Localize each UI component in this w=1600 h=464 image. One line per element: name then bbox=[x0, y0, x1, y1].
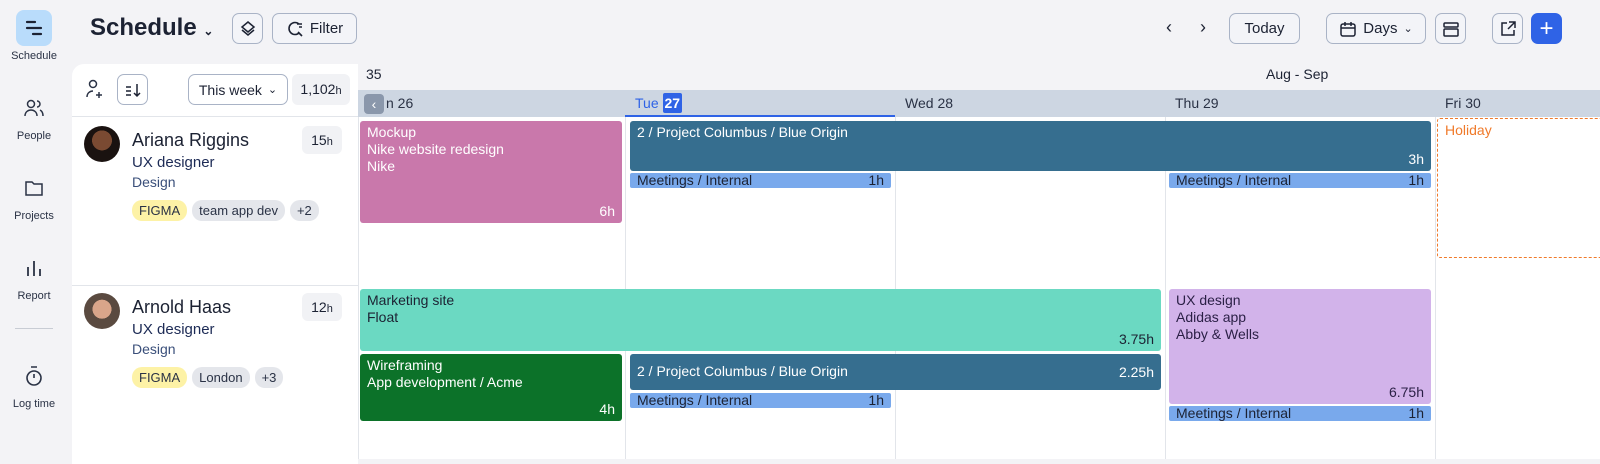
day-thu: Thu 29 bbox=[1175, 95, 1219, 111]
more-tags[interactable]: +3 bbox=[254, 367, 284, 388]
chevron-down-icon: ⌄ bbox=[267, 84, 278, 96]
nav-report[interactable]: Report bbox=[0, 250, 68, 302]
filter-button[interactable]: Filter bbox=[272, 13, 357, 44]
sort-button[interactable] bbox=[117, 74, 148, 105]
layers-icon bbox=[240, 20, 255, 36]
rows-icon bbox=[1442, 21, 1459, 37]
meeting-event[interactable]: Meetings / Internal 1h bbox=[1169, 173, 1431, 188]
day-header: ‹ n 26 Tue 27 Wed 28 Thu 29 Fri 30 bbox=[358, 90, 1600, 117]
day-fri: Fri 30 bbox=[1445, 95, 1481, 111]
nav-label: Projects bbox=[14, 210, 54, 222]
event-card[interactable]: Mockup Nike website redesign Nike 6h bbox=[360, 121, 622, 223]
event-card[interactable]: 2 / Project Columbus / Blue Origin 3h bbox=[630, 121, 1431, 171]
holiday-event[interactable]: Holiday bbox=[1437, 118, 1600, 258]
view-select[interactable]: Days ⌄ bbox=[1326, 13, 1426, 44]
add-person-button[interactable] bbox=[84, 78, 106, 105]
sort-icon bbox=[125, 83, 141, 97]
prev-button[interactable]: ‹ bbox=[1166, 17, 1172, 37]
person-name: Arnold Haas bbox=[132, 297, 232, 317]
month-label: Aug - Sep bbox=[1266, 66, 1329, 82]
more-tags[interactable]: +2 bbox=[289, 200, 319, 221]
chevron-down-icon: ⌄ bbox=[1403, 23, 1413, 35]
avatar bbox=[84, 293, 120, 329]
person-role: UX designer bbox=[132, 154, 215, 171]
range-select[interactable]: This week ⌄ bbox=[188, 74, 288, 105]
calendar-icon bbox=[1340, 21, 1357, 37]
nav-schedule[interactable]: Schedule bbox=[0, 10, 68, 62]
event-card[interactable]: UX design Adidas app Abby & Wells 6.75h bbox=[1169, 289, 1431, 404]
event-card[interactable]: Wireframing App development / Acme 4h bbox=[360, 354, 622, 421]
meeting-event[interactable]: Meetings / Internal 1h bbox=[630, 173, 891, 188]
tag[interactable]: FIGMA bbox=[132, 367, 188, 388]
external-link-icon bbox=[1500, 20, 1516, 36]
avatar bbox=[84, 126, 120, 162]
day-mon: ‹ n 26 bbox=[358, 90, 413, 117]
layers-button[interactable] bbox=[232, 13, 263, 44]
page-title[interactable]: Schedule ⌄ bbox=[90, 14, 213, 42]
meeting-event[interactable]: Meetings / Internal 1h bbox=[1169, 406, 1431, 421]
person-role: UX designer bbox=[132, 321, 215, 338]
plus-icon: + bbox=[1539, 14, 1554, 42]
scroll-left-button[interactable]: ‹ bbox=[364, 94, 384, 115]
view-label: Days bbox=[1363, 20, 1398, 37]
add-person-icon bbox=[86, 79, 102, 98]
people-panel bbox=[72, 64, 358, 464]
left-nav: Schedule People Projects Report Log time bbox=[0, 0, 72, 459]
schedule-icon bbox=[16, 10, 52, 46]
report-icon bbox=[16, 250, 52, 286]
range-label: This week bbox=[198, 81, 262, 98]
filter-label: Filter bbox=[309, 20, 344, 37]
person-hours: 12h bbox=[302, 293, 342, 321]
person-name: Ariana Riggins bbox=[132, 130, 250, 150]
title-text: Schedule bbox=[90, 14, 197, 41]
folder-icon bbox=[16, 170, 52, 206]
total-hours: 1,102h bbox=[292, 74, 350, 105]
tag[interactable]: London bbox=[192, 367, 250, 388]
event-card[interactable]: 2 / Project Columbus / Blue Origin 2.25h bbox=[630, 354, 1161, 390]
density-button[interactable] bbox=[1435, 13, 1466, 44]
chevron-down-icon: ⌄ bbox=[203, 24, 214, 38]
nav-label: Log time bbox=[12, 398, 56, 410]
people-icon bbox=[16, 90, 52, 126]
next-button[interactable]: › bbox=[1200, 17, 1206, 37]
nav-label: Schedule bbox=[11, 50, 57, 62]
day-wed: Wed 28 bbox=[905, 95, 954, 111]
today-button[interactable]: Today bbox=[1229, 13, 1300, 44]
filter-icon bbox=[288, 21, 303, 37]
divider bbox=[72, 116, 358, 117]
nav-people[interactable]: People bbox=[0, 90, 68, 142]
share-button[interactable] bbox=[1492, 13, 1523, 44]
timer-icon bbox=[16, 358, 52, 394]
add-button[interactable]: + bbox=[1531, 13, 1562, 44]
week-number: 35 bbox=[366, 66, 382, 82]
meeting-event[interactable]: Meetings / Internal 1h bbox=[630, 393, 891, 408]
nav-log-time[interactable]: Log time bbox=[0, 358, 68, 410]
nav-projects[interactable]: Projects bbox=[0, 170, 68, 222]
person-dept: Design bbox=[132, 174, 176, 190]
person-dept: Design bbox=[132, 341, 176, 357]
nav-label: Report bbox=[17, 290, 51, 302]
today-label: Today bbox=[1244, 20, 1285, 37]
day-tue: Tue 27 bbox=[625, 90, 895, 117]
nav-label: People bbox=[16, 130, 52, 142]
nav-divider bbox=[15, 328, 53, 329]
person-hours: 15h bbox=[302, 126, 342, 154]
event-card[interactable]: Marketing site Float 3.75h bbox=[360, 289, 1161, 351]
tag[interactable]: FIGMA bbox=[132, 200, 188, 221]
tag[interactable]: team app dev bbox=[192, 200, 285, 221]
